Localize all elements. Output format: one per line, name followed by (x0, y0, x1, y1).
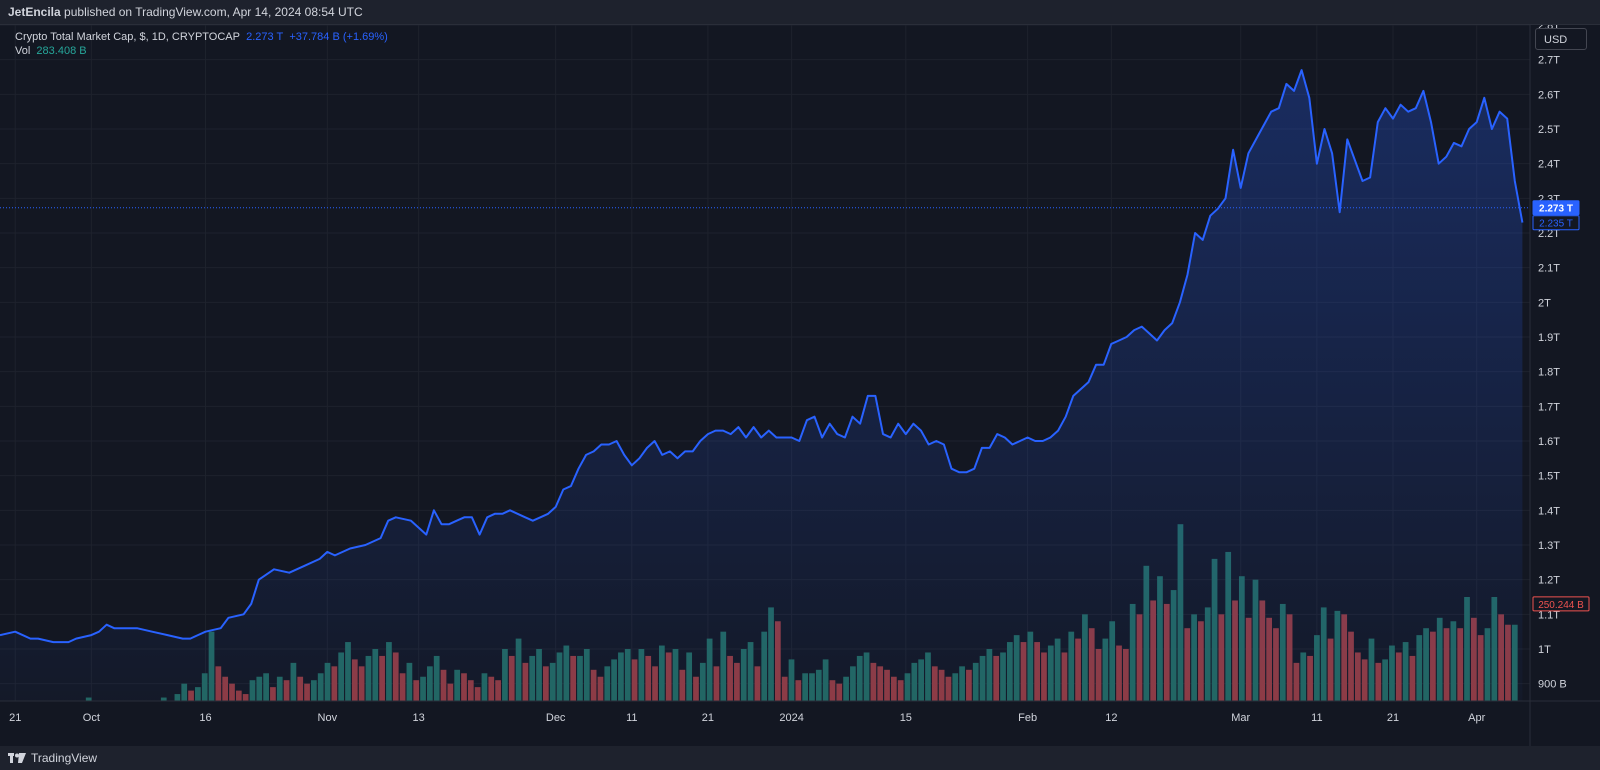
time-tick-label: 12 (1105, 712, 1117, 724)
symbol-title[interactable]: Crypto Total Market Cap, $, 1D, CRYPTOCA… (15, 31, 240, 43)
publish-info: published on TradingView.com, Apr 14, 20… (64, 5, 363, 19)
time-tick-label: Apr (1468, 712, 1485, 724)
close-price-badge: 2.235 T (1539, 219, 1573, 230)
time-tick-label: 15 (900, 712, 912, 724)
last-value: 2.273 T (246, 31, 284, 43)
time-tick-label: 21 (702, 712, 714, 724)
price-tick-label: 1.1T (1538, 609, 1560, 621)
time-tick-label: 21 (1387, 712, 1399, 724)
tradingview-brand: TradingView (31, 751, 98, 765)
price-scale-background[interactable] (1530, 25, 1600, 746)
time-tick-label: Mar (1231, 712, 1250, 724)
change-value: +37.784 B (+1.69%) (289, 31, 388, 43)
volume-value: 283.408 B (36, 45, 87, 57)
time-tick-label: 11 (626, 712, 637, 724)
footer-bar: TradingView (0, 746, 1600, 770)
price-tick-label: 2.2T (1538, 228, 1560, 240)
price-line (0, 69, 1524, 644)
time-tick-label: 11 (1311, 712, 1322, 724)
time-tick-label: Oct (83, 712, 100, 724)
price-tick-label: 2.1T (1538, 263, 1560, 275)
price-tick-label: 1T (1538, 644, 1551, 656)
price-tick-label: 1.8T (1538, 367, 1560, 379)
price-tick-label: 1.5T (1538, 471, 1560, 483)
time-tick-label: 13 (413, 712, 425, 724)
volume-badge-box (1532, 596, 1590, 612)
price-tick-label: 2.6T (1538, 89, 1560, 101)
price-tick-label: 2.5T (1538, 124, 1560, 136)
chart-area[interactable]: 900 B 1T 1.1T 1.2T 1.3T 1.4T 1.5T 1.6T 1.7T 1.8T 1… (0, 20, 1600, 746)
time-scale[interactable]: 21 Oct 16 Nov 13 Dec 11 21 2024 15 Feb 12 Mar 11 21 Apr (9, 712, 1486, 724)
price-tick-label: 1.7T (1538, 401, 1560, 413)
price-badges: 2.273 T 2.235 T 250.244 B (1532, 200, 1590, 612)
volume-badge: 250.244 B (1538, 600, 1584, 611)
tradingview-logo[interactable]: TradingView (8, 746, 97, 770)
price-area-fill (0, 70, 1523, 701)
price-chart[interactable]: 900 B 1T 1.1T 1.2T 1.3T 1.4T 1.5T 1.6T 1.7T 1.8T 1… (0, 20, 1600, 746)
tradingview-logo-icon (8, 752, 26, 763)
price-tick-label: 1.2T (1538, 575, 1560, 587)
time-tick-label: 2024 (779, 712, 803, 724)
volume-label[interactable]: Vol (15, 45, 31, 57)
currency-button[interactable]: USD (1535, 28, 1587, 50)
time-tick-label: Nov (318, 712, 338, 724)
price-tick-label: 1.9T (1538, 332, 1560, 344)
last-price-badge: 2.273 T (1539, 204, 1573, 215)
price-area (0, 69, 1524, 701)
price-tick-label: 1.3T (1538, 540, 1560, 552)
time-tick-label: 16 (199, 712, 211, 724)
price-tick-label: 900 B (1538, 679, 1567, 691)
price-tick-label: 2T (1538, 297, 1551, 309)
price-tick-label: 1.4T (1538, 505, 1560, 517)
author-name[interactable]: JetEncila (8, 5, 61, 19)
publish-header: JetEncila published on TradingView.com, … (0, 0, 1600, 24)
time-tick-label: Dec (546, 712, 566, 724)
time-tick-label: Feb (1018, 712, 1037, 724)
price-tick-label: 2.4T (1538, 159, 1560, 171)
last-price-badge-box (1532, 200, 1580, 216)
time-tick-label: 21 (9, 712, 21, 724)
price-tick-label: 2.7T (1538, 55, 1560, 67)
chart-legend: Crypto Total Market Cap, $, 1D, CRYPTOCA… (15, 30, 388, 58)
price-tick-label: 1.6T (1538, 436, 1560, 448)
close-price-badge-box (1532, 215, 1580, 231)
